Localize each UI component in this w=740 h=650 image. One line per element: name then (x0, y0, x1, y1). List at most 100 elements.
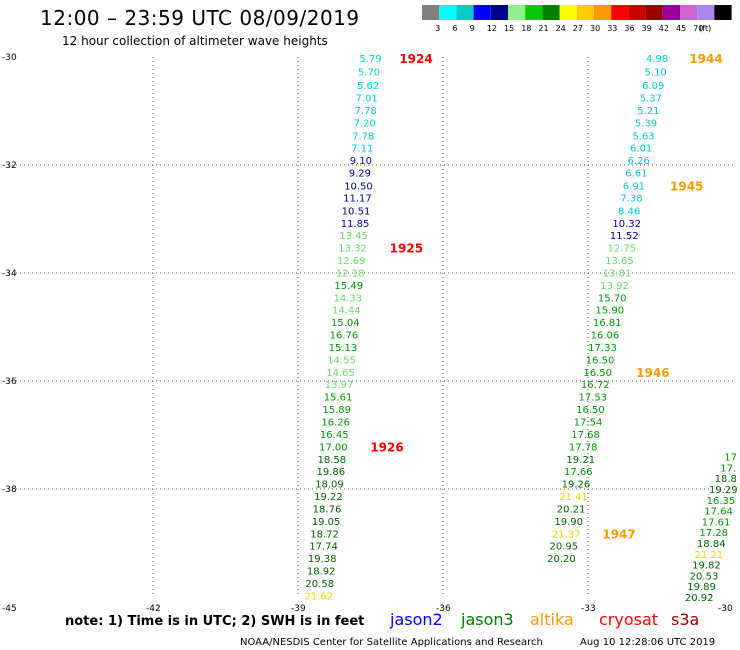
satellite-label-cryosat: cryosat (599, 610, 658, 629)
x-tick-label: -33 (581, 604, 596, 614)
pass-time-label: 1945 (670, 180, 703, 194)
wave-height-value: 10.50 (344, 182, 373, 193)
wave-height-value: 6.01 (630, 144, 652, 155)
wave-height-value: 14.33 (333, 293, 362, 304)
wave-height-value: 5.10 (645, 68, 667, 79)
wave-height-value: 19.38 (308, 554, 337, 565)
wave-height-value: 19.90 (554, 517, 583, 528)
wave-height-value: 16.26 (321, 418, 350, 429)
color-legend: 3 6 9 12 15 18 21 24 27 30 33 36 39 42 45 70(ft) (422, 5, 732, 33)
wave-height-value: 12.69 (337, 256, 366, 267)
wave-height-value: 4.98 (646, 54, 668, 65)
grid-lines (8, 57, 733, 597)
wave-height-value: 21.37 (552, 529, 581, 540)
wave-height-value: 21.41 (559, 492, 588, 503)
wave-height-value: 17 (724, 453, 737, 464)
wave-height-value: 7.78 (352, 131, 374, 142)
chart-title: 12:00 – 23:59 UTC 08/09/2019 (40, 6, 360, 30)
wave-height-value: 14.55 (327, 355, 356, 366)
legend-tick-label: 27 (573, 24, 583, 33)
legend-tick-label: 6 (452, 24, 457, 33)
y-tick-label: -36 (2, 377, 17, 387)
wave-height-value: 18.84 (697, 539, 726, 550)
wave-height-value: 5.39 (635, 118, 657, 129)
wave-height-value: 16.50 (586, 355, 615, 366)
wave-height-value: 16.06 (591, 331, 620, 342)
wave-height-value: 19.82 (692, 561, 721, 572)
legend-swatch (594, 5, 612, 20)
legend-tick-label: 24 (556, 24, 566, 33)
wave-height-value: 5.37 (640, 94, 662, 105)
wave-height-value: 17.00 (319, 442, 348, 453)
satellite-legend: jason2 jason3 altika cryosat s3a (389, 610, 699, 629)
data-marks: 5.795.705.627.017.787.207.787.119.109.29… (304, 52, 738, 604)
wave-height-value: 15.61 (324, 393, 353, 404)
axis-ticks: -30 -32 -34 -36 -38 -45 -42 -39 -36 -33 -30 (2, 53, 733, 614)
legend-swatch (611, 5, 629, 20)
pass-time-label: 1924 (399, 52, 432, 66)
pass-time-label: 1944 (689, 52, 722, 66)
wave-height-value: 15.13 (329, 343, 358, 354)
wave-height-value: 15.49 (334, 281, 363, 292)
legend-swatch (422, 5, 440, 20)
y-tick-label: -30 (2, 53, 17, 63)
wave-height-value: 5.79 (359, 54, 381, 65)
wave-height-value: 13.97 (325, 380, 354, 391)
wave-height-value: 20.20 (547, 554, 576, 565)
footer-credit: NOAA/NESDIS Center for Satellite Applica… (240, 637, 543, 648)
wave-height-value: 6.91 (623, 182, 645, 193)
wave-height-value: 18.8 (715, 474, 737, 485)
legend-swatch (473, 5, 491, 20)
satellite-label-altika: altika (530, 610, 574, 629)
legend-swatch (697, 5, 715, 20)
wave-height-value: 18.76 (313, 504, 342, 515)
wave-height-value: 11.85 (341, 219, 370, 230)
wave-height-value: 20.53 (690, 571, 719, 582)
wave-height-value: 17.61 (702, 517, 731, 528)
wave-height-value: 16.50 (576, 405, 605, 416)
legend-swatch (490, 5, 508, 20)
legend-swatch (542, 5, 560, 20)
wave-height-value: 6.61 (625, 169, 647, 180)
wave-height-value: 18.09 (315, 480, 344, 491)
wave-height-value: 13.92 (600, 281, 629, 292)
legend-tick-label: 45 (676, 24, 686, 33)
wave-height-value: 18.58 (318, 455, 347, 466)
wave-height-value: 20.95 (550, 542, 579, 553)
wave-height-value: 16.50 (583, 368, 612, 379)
wave-height-value: 7.78 (355, 106, 377, 117)
wave-height-value: 21.21 (695, 550, 724, 561)
pass-time-label: 1946 (636, 366, 669, 380)
wave-height-value: 7.11 (351, 144, 373, 155)
legend-tick-label: 12 (487, 24, 497, 33)
wave-height-value: 16.81 (593, 318, 622, 329)
footer-timestamp: Aug 10 12:28:06 UTC 2019 (580, 637, 715, 648)
wave-height-value: 15.89 (322, 405, 351, 416)
wave-height-value: 7.20 (354, 118, 376, 129)
wave-height-value: 19.21 (566, 455, 595, 466)
wave-height-value: 10.32 (612, 219, 641, 230)
legend-tick-label: 9 (470, 24, 475, 33)
pass-time-label: 1925 (390, 242, 423, 256)
legend-tick-label: 30 (590, 24, 600, 33)
legend-tick-label: 70 (693, 24, 703, 33)
wave-height-value: 17.78 (569, 442, 598, 453)
wave-height-value: 11.52 (610, 231, 639, 242)
x-tick-label: -39 (291, 604, 306, 614)
wave-height-value: 16.76 (330, 331, 359, 342)
legend-tick-label: 18 (521, 24, 531, 33)
wave-height-value: 16.45 (320, 430, 349, 441)
legend-swatch (628, 5, 646, 20)
y-tick-label: -38 (2, 485, 17, 495)
wave-height-value: 19.89 (687, 582, 716, 593)
wave-height-value: 19.05 (312, 517, 341, 528)
wave-height-value: 9.29 (349, 169, 371, 180)
wave-height-value: 13.65 (605, 256, 634, 267)
wave-height-value: 17.28 (699, 528, 728, 539)
legend-tick-label: 15 (504, 24, 514, 33)
wave-height-value: 19.29 (709, 485, 738, 496)
wave-height-value: 14.65 (326, 368, 355, 379)
wave-height-value: 20.92 (685, 593, 714, 604)
wave-height-value: 6.09 (642, 81, 664, 92)
